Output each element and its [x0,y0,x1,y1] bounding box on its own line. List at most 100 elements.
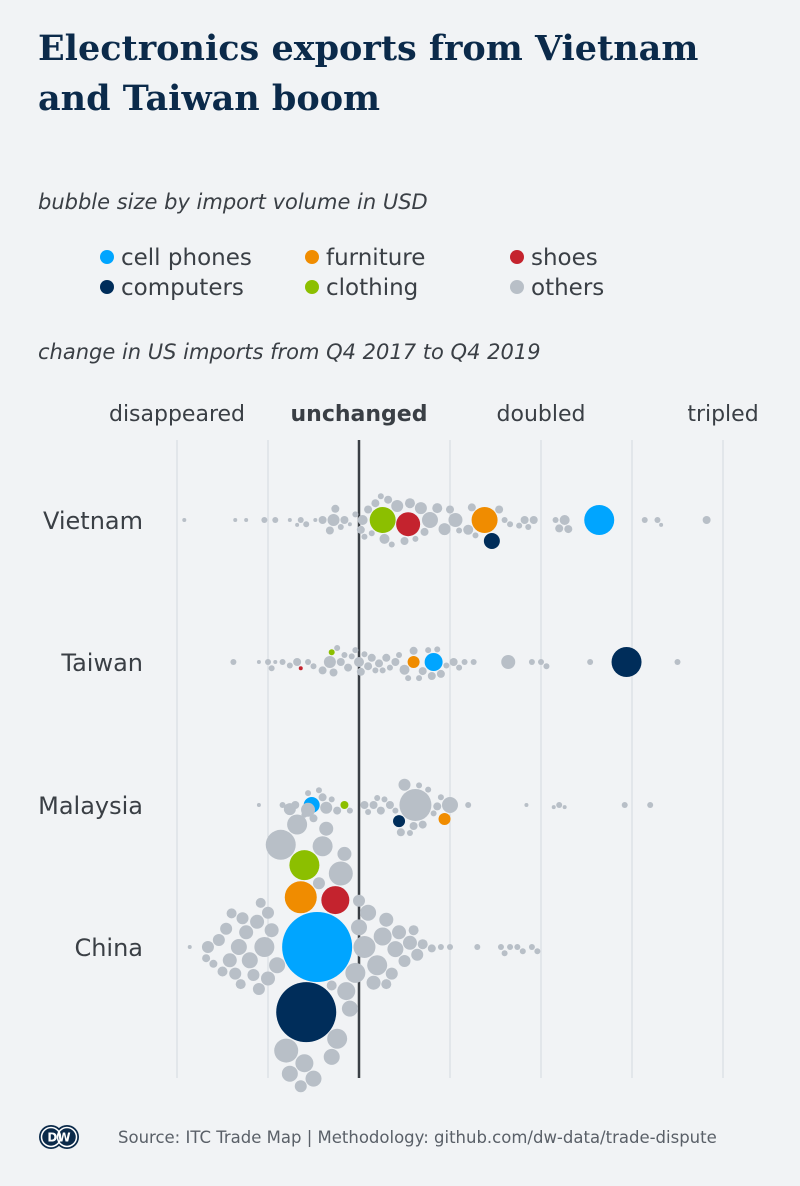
bubble-others [543,663,550,670]
bubble-others [425,786,432,793]
bubble-others [437,794,444,801]
bubble-others [346,807,353,814]
bubble-others [398,955,411,967]
bubble-cell-phones [584,505,615,535]
bubble-others [367,955,388,976]
bubble-others [408,925,419,936]
bubble-others [341,1000,358,1017]
bubble-others [446,505,454,514]
bubble-others [472,532,479,539]
bubble-others [404,498,415,509]
category-label: Malaysia [38,792,143,820]
bubble-others [354,657,364,667]
bubble-others [409,646,418,655]
bubble-others [528,944,535,950]
bubble-others [564,525,573,534]
bubble-others [365,809,372,815]
bubble-others [287,814,308,835]
x-tick-label: tripled [687,402,758,427]
bubble-others [279,659,286,665]
legend-label: computers [121,275,244,301]
bubble-others [519,948,526,955]
bubble-others [340,516,349,524]
bubble-others [436,669,445,678]
bubble-others [520,516,529,524]
bubble-others [374,795,381,801]
bubble-others [559,515,570,525]
bubble-others [256,660,261,664]
bubble-others [416,782,423,789]
bubble-others [555,524,564,533]
legend-swatch [510,250,524,264]
bubble-others [449,658,458,666]
bubble-others [286,662,293,669]
legend-label: others [531,275,605,301]
bubble-others [337,846,352,861]
bubble-others [556,802,563,808]
legend-item-cell-phones: cell phones [100,245,252,271]
legend-swatch [305,280,319,294]
bubble-others [357,515,368,525]
bubble-others [305,659,312,665]
bubble-others [385,967,398,980]
bubble-others [352,647,359,654]
bubble-others [334,645,341,651]
bubble-others [309,814,318,823]
bubble-others [377,493,384,500]
legend-swatch [100,280,114,294]
legend-item-furniture: furniture [305,245,425,271]
legend-label: cell phones [121,245,252,271]
bubble-others [373,927,392,946]
bubble-others [329,668,338,677]
bubble-others [345,962,366,983]
x-tick-label: unchanged [291,402,428,427]
dw-logo-icon: DW [39,1125,79,1149]
bubble-others [434,646,441,653]
bubble-others [293,658,302,666]
bubble-others [281,1065,298,1082]
bubble-others [417,939,428,950]
bubble-others [273,660,278,664]
bubble-furniture [407,656,420,668]
bubble-others [283,803,296,816]
bubble-others [501,655,516,669]
bubble-others [621,802,628,808]
bubble-others [392,925,407,940]
bubble-others [384,495,393,504]
bubble-others [409,822,418,830]
bubble-others [674,659,681,665]
bubble-others [416,675,423,682]
bubble-others [328,796,335,803]
bubble-others [360,801,369,809]
bubble-others [356,667,365,676]
bubble-others [524,803,529,807]
svg-text:DW: DW [47,1131,70,1145]
bubble-others [318,666,327,675]
bubble-others [702,516,711,524]
bubble-others [310,663,317,670]
bubble-others [364,662,373,671]
bubble-others [262,906,274,919]
bubble-others [250,914,265,929]
bubble-others [375,659,384,668]
legend-label: shoes [531,245,598,271]
bubble-others [443,662,450,669]
category-label: Taiwan [60,649,143,677]
bubble-others [279,802,286,808]
bubble-others [562,805,567,810]
bubble-others [264,923,279,938]
bubble-others [318,516,327,524]
bubble-others [427,672,436,680]
bubble-others [212,934,225,946]
bubble-others [265,829,296,860]
bubble-others [254,937,275,957]
bubble-others [412,535,419,542]
bubble-others [437,944,444,950]
bubble-others [295,522,300,527]
bubble-others [265,659,271,665]
bubble-others [467,503,476,512]
bubble-clothing [340,801,349,809]
bubble-computers [276,982,337,1043]
bubble-others [303,521,310,528]
bubble-others [399,789,432,821]
